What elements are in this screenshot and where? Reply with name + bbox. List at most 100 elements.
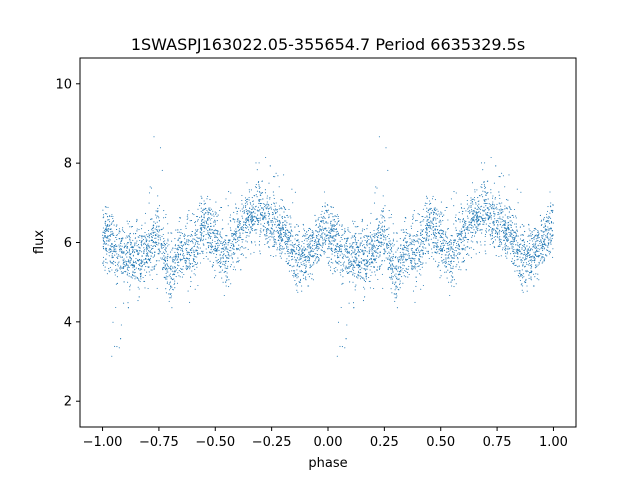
data-point (195, 229, 197, 231)
data-point (406, 268, 408, 270)
data-point (129, 236, 131, 239)
data-point (244, 227, 246, 229)
data-point (406, 259, 408, 261)
data-point (482, 218, 484, 220)
data-point (495, 255, 497, 257)
data-point (331, 227, 333, 229)
data-point (326, 256, 328, 258)
data-point (440, 246, 442, 248)
data-point (184, 238, 186, 240)
data-point (254, 223, 256, 225)
data-point (216, 220, 218, 222)
data-point (431, 220, 433, 222)
data-point (390, 243, 392, 246)
data-point (276, 247, 279, 249)
data-point (403, 249, 405, 251)
data-point (165, 213, 167, 216)
data-point (459, 230, 461, 232)
data-point (387, 257, 389, 259)
data-point (434, 228, 436, 230)
data-point (464, 237, 466, 239)
data-point (287, 251, 289, 253)
data-point (326, 210, 328, 212)
data-point (526, 285, 528, 287)
data-point (151, 236, 153, 238)
data-point (458, 233, 460, 235)
data-point (507, 229, 509, 231)
data-point (236, 230, 238, 232)
data-point (392, 282, 394, 284)
data-point (168, 283, 170, 286)
data-point (174, 282, 176, 284)
data-point (405, 247, 407, 249)
data-point (243, 247, 245, 249)
data-point (473, 248, 475, 250)
data-point (303, 256, 305, 259)
data-point (130, 276, 132, 278)
data-point (406, 244, 408, 246)
data-point (384, 220, 386, 222)
data-point (377, 278, 379, 281)
data-point (521, 274, 523, 276)
data-point (214, 223, 216, 225)
data-point (264, 203, 266, 206)
data-point (188, 244, 190, 246)
data-point (286, 222, 288, 224)
data-point (505, 207, 507, 209)
data-point (315, 219, 317, 221)
data-point (532, 240, 534, 242)
data-point (158, 229, 160, 231)
data-point (196, 236, 198, 238)
data-point (207, 233, 210, 235)
data-point (336, 233, 338, 235)
data-point (428, 231, 430, 233)
data-point (472, 203, 474, 205)
data-point (530, 233, 532, 235)
data-point (291, 248, 293, 250)
data-point (204, 208, 206, 211)
data-point (513, 240, 515, 242)
data-point (458, 248, 460, 250)
data-point (442, 248, 444, 250)
data-point (318, 239, 320, 241)
data-point (413, 235, 415, 237)
data-point (368, 252, 370, 254)
data-point (510, 253, 512, 255)
data-point (132, 271, 134, 273)
data-point (141, 245, 143, 247)
data-point (336, 222, 338, 224)
data-point (132, 263, 134, 265)
data-point (540, 224, 542, 227)
data-point (285, 233, 287, 235)
data-point (361, 267, 363, 269)
data-point (526, 256, 529, 258)
data-point (528, 234, 530, 236)
data-point (136, 251, 138, 253)
data-point (432, 217, 434, 219)
data-point (178, 231, 180, 233)
data-point (332, 250, 334, 253)
data-point (460, 206, 463, 209)
data-point (123, 270, 125, 273)
data-point (345, 265, 347, 267)
data-point (248, 214, 250, 216)
data-point (433, 212, 435, 214)
data-point (174, 244, 177, 246)
data-point (107, 244, 109, 246)
data-point (286, 229, 288, 231)
data-point (303, 228, 305, 230)
data-point (282, 224, 284, 226)
data-point (402, 251, 404, 253)
data-point (506, 238, 508, 240)
data-point (339, 345, 341, 347)
data-point (360, 258, 362, 260)
data-point (298, 241, 300, 243)
data-point (371, 246, 373, 248)
data-point (200, 215, 203, 217)
data-point (317, 230, 319, 233)
data-point (263, 216, 265, 218)
data-point (542, 230, 544, 233)
data-point (411, 260, 413, 262)
data-point (322, 221, 324, 223)
data-point (156, 233, 158, 235)
